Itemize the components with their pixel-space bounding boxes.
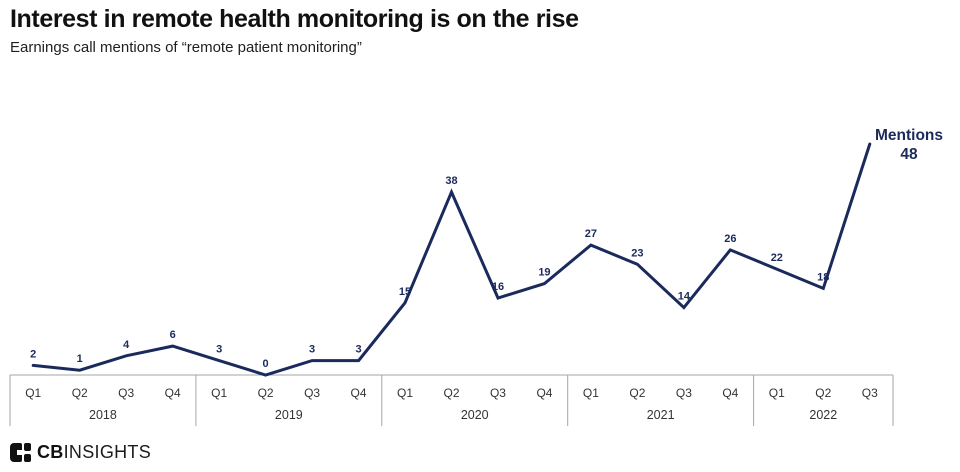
data-label: 6 (170, 329, 176, 341)
year-label: 2021 (647, 408, 675, 422)
data-label: 16 (492, 281, 504, 293)
data-label: 14 (678, 291, 691, 303)
year-label: 2019 (275, 408, 303, 422)
legend-series-label: Mentions (875, 127, 943, 144)
x-tick-label: Q3 (118, 386, 134, 400)
x-tick-label: Q2 (443, 386, 459, 400)
x-tick-label: Q2 (629, 386, 645, 400)
legend-final-value: 48 (900, 146, 918, 163)
x-tick-label: Q3 (862, 386, 878, 400)
year-label: 2020 (461, 408, 489, 422)
data-label: 38 (445, 175, 457, 187)
x-tick-label: Q4 (536, 386, 552, 400)
data-label: 19 (538, 267, 550, 279)
data-label: 27 (585, 228, 597, 240)
x-tick-label: Q4 (351, 386, 367, 400)
x-tick-label: Q3 (676, 386, 692, 400)
data-label: 15 (399, 286, 411, 298)
data-label: 22 (771, 252, 783, 264)
data-line (31, 142, 872, 377)
cbinsights-logo-icon (10, 443, 31, 462)
data-label: 0 (263, 358, 269, 370)
data-label: 3 (355, 344, 361, 356)
x-tick-label: Q2 (72, 386, 88, 400)
cbinsights-logo: CB INSIGHTS (10, 442, 151, 463)
data-label: 3 (216, 344, 222, 356)
page-title: Interest in remote health monitoring is … (10, 5, 579, 33)
year-label: 2018 (89, 408, 117, 422)
data-label: 23 (631, 247, 643, 259)
cbinsights-logo-text: CB INSIGHTS (37, 442, 151, 463)
x-tick-label: Q1 (211, 386, 227, 400)
data-label: 2 (30, 348, 36, 360)
data-label: 1 (77, 353, 83, 365)
x-tick-label: Q4 (722, 386, 738, 400)
logo-insights-text: INSIGHTS (63, 442, 152, 462)
page-subtitle: Earnings call mentions of “remote patien… (10, 39, 362, 57)
x-tick-label: Q2 (815, 386, 831, 400)
data-label: 4 (123, 339, 130, 351)
x-tick-label: Q1 (25, 386, 41, 400)
x-tick-label: Q1 (397, 386, 413, 400)
x-tick-label: Q3 (490, 386, 506, 400)
x-tick-label: Q1 (769, 386, 785, 400)
data-label: 18 (817, 271, 829, 283)
data-label: 3 (309, 344, 315, 356)
x-tick-label: Q2 (258, 386, 274, 400)
x-tick-label: Q1 (583, 386, 599, 400)
x-tick-label: Q3 (304, 386, 320, 400)
year-label: 2022 (809, 408, 837, 422)
chart-header: Interest in remote health monitoring is … (10, 4, 579, 57)
x-tick-label: Q4 (165, 386, 181, 400)
logo-cb-text: CB (37, 442, 64, 462)
data-label: 26 (724, 233, 736, 245)
